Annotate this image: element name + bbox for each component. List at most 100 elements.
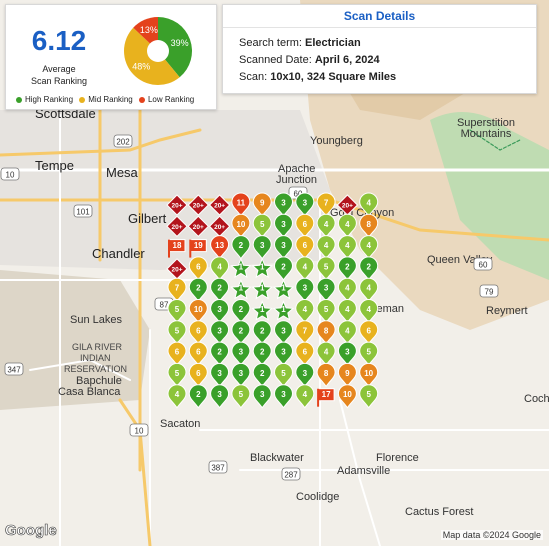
ranking-pin[interactable]: 2 [252, 320, 272, 345]
ranking-pin[interactable]: 7 [167, 277, 187, 303]
ranking-pin[interactable]: 20+ [187, 215, 210, 238]
ranking-pin[interactable]: 4 [210, 256, 230, 281]
ranking-pin[interactable]: 5 [252, 213, 272, 239]
ranking-pin[interactable]: 2 [252, 341, 272, 367]
ranking-pin[interactable]: 3 [273, 235, 294, 260]
ranking-pin[interactable]: 3 [210, 320, 230, 345]
ranking-pin[interactable]: 20+ [208, 194, 231, 216]
ranking-pin[interactable]: 9 [337, 362, 357, 388]
ranking-pin[interactable]: 1 [251, 300, 273, 321]
ranking-pin[interactable]: 13 [210, 235, 230, 260]
ranking-pin[interactable]: 3 [210, 384, 230, 409]
ranking-pin[interactable]: 5 [167, 299, 187, 324]
ranking-pin[interactable]: 20+ [166, 215, 188, 238]
ranking-pin[interactable]: 1 [230, 257, 252, 279]
ranking-pin[interactable]: 3 [337, 341, 357, 367]
ranking-pin[interactable]: 2 [359, 256, 379, 281]
ranking-pin[interactable]: 1 [230, 278, 252, 300]
ranking-pin[interactable]: 3 [273, 384, 294, 409]
ranking-pin[interactable]: 6 [188, 341, 208, 367]
ranking-pin[interactable]: 10 [188, 299, 208, 324]
ranking-pin[interactable]: 6 [295, 235, 315, 260]
ranking-pin[interactable]: 4 [337, 320, 357, 345]
ranking-pin[interactable]: 2 [188, 277, 208, 303]
ranking-pin[interactable]: 4 [295, 299, 315, 324]
ranking-pin[interactable]: 3 [273, 213, 294, 239]
ranking-pin[interactable]: 3 [295, 192, 315, 217]
ranking-pin[interactable]: 4 [337, 213, 357, 239]
ranking-pin-marker [210, 320, 230, 345]
ranking-pin[interactable]: 3 [295, 362, 315, 388]
ranking-pin[interactable]: 2 [231, 235, 251, 260]
ranking-pin[interactable]: 1 [251, 257, 273, 279]
ranking-pin[interactable]: 19 [189, 239, 207, 258]
ranking-pin[interactable]: 6 [167, 341, 187, 367]
ranking-pin[interactable]: 8 [316, 362, 336, 388]
ranking-pin[interactable]: 5 [231, 384, 251, 409]
ranking-pin[interactable]: 8 [316, 320, 336, 345]
ranking-pin[interactable]: 7 [316, 192, 336, 217]
ranking-pin[interactable]: 5 [273, 362, 294, 388]
ranking-pin[interactable]: 11 [231, 192, 251, 217]
map-attribution[interactable]: Map data ©2024 Google [440, 530, 543, 540]
ranking-pin[interactable]: 7 [295, 320, 315, 345]
ranking-pin[interactable]: 6 [295, 341, 315, 367]
ranking-pin[interactable]: 4 [359, 277, 379, 303]
ranking-pin[interactable]: 6 [188, 256, 208, 281]
ranking-pin[interactable]: 3 [231, 362, 251, 388]
ranking-pin[interactable]: 18 [168, 239, 186, 258]
ranking-pin[interactable]: 3 [252, 384, 272, 409]
ranking-pin[interactable]: 1 [272, 300, 295, 321]
ranking-pin[interactable]: 3 [210, 299, 230, 324]
ranking-pin[interactable]: 3 [210, 362, 230, 388]
ranking-pin[interactable]: 3 [231, 341, 251, 367]
ranking-pin[interactable]: 4 [295, 384, 315, 409]
ranking-pin[interactable]: 6 [295, 213, 315, 239]
ranking-pin[interactable]: 4 [359, 235, 379, 260]
ranking-pin[interactable]: 8 [359, 213, 379, 239]
ranking-pin[interactable]: 4 [359, 299, 379, 324]
ranking-pin[interactable]: 4 [316, 235, 336, 260]
ranking-pin[interactable]: 4 [337, 235, 357, 260]
ranking-pin[interactable]: 2 [252, 362, 272, 388]
ranking-pin[interactable]: 4 [295, 256, 315, 281]
ranking-pin[interactable]: 2 [188, 384, 208, 409]
ranking-pin[interactable]: 9 [252, 192, 272, 217]
ranking-pin[interactable]: 2 [273, 256, 294, 281]
ranking-pin[interactable]: 4 [316, 341, 336, 367]
ranking-pin[interactable]: 1 [251, 278, 273, 300]
ranking-pin[interactable]: 10 [231, 213, 251, 239]
ranking-pin[interactable]: 4 [167, 384, 187, 409]
ranking-pin[interactable]: 2 [231, 299, 251, 324]
ranking-pin[interactable]: 1 [272, 278, 295, 300]
ranking-pin[interactable]: 5 [359, 341, 379, 367]
ranking-pin[interactable]: 3 [273, 192, 294, 217]
ranking-pin[interactable]: 10 [359, 362, 379, 388]
ranking-pin[interactable]: 5 [359, 384, 379, 409]
ranking-pin[interactable]: 17 [317, 388, 335, 407]
ranking-pin[interactable]: 5 [167, 362, 187, 388]
ranking-pin[interactable]: 10 [337, 384, 357, 409]
ranking-pin[interactable]: 2 [210, 341, 230, 367]
ranking-pin[interactable]: 3 [295, 277, 315, 303]
ranking-pin[interactable]: 4 [337, 277, 357, 303]
ranking-pin[interactable]: 5 [167, 320, 187, 345]
ranking-pin[interactable]: 4 [316, 213, 336, 239]
ranking-pin[interactable]: 20+ [166, 194, 188, 216]
ranking-pin[interactable]: 4 [359, 192, 379, 217]
ranking-pin[interactable]: 6 [359, 320, 379, 345]
ranking-pins[interactable]: 20+ 20+ 20+ 11 9 3 3 7 20+ 420+ 20+ 20+ 10 5 3 6 4 4 818 19… [166, 192, 379, 409]
ranking-pin[interactable]: 3 [273, 320, 294, 345]
ranking-pin[interactable]: 4 [337, 299, 357, 324]
ranking-pin[interactable]: 3 [273, 341, 294, 367]
ranking-pin[interactable]: 5 [316, 299, 336, 324]
ranking-pin[interactable]: 3 [252, 235, 272, 260]
ranking-pin[interactable]: 5 [316, 256, 336, 281]
ranking-pin[interactable]: 20+ [187, 194, 210, 216]
ranking-pin[interactable]: 6 [188, 362, 208, 388]
ranking-pin[interactable]: 2 [337, 256, 357, 281]
ranking-pin[interactable]: 3 [316, 277, 336, 303]
ranking-pin[interactable]: 2 [231, 320, 251, 345]
ranking-pin[interactable]: 2 [210, 277, 230, 303]
ranking-pin[interactable]: 6 [188, 320, 208, 345]
